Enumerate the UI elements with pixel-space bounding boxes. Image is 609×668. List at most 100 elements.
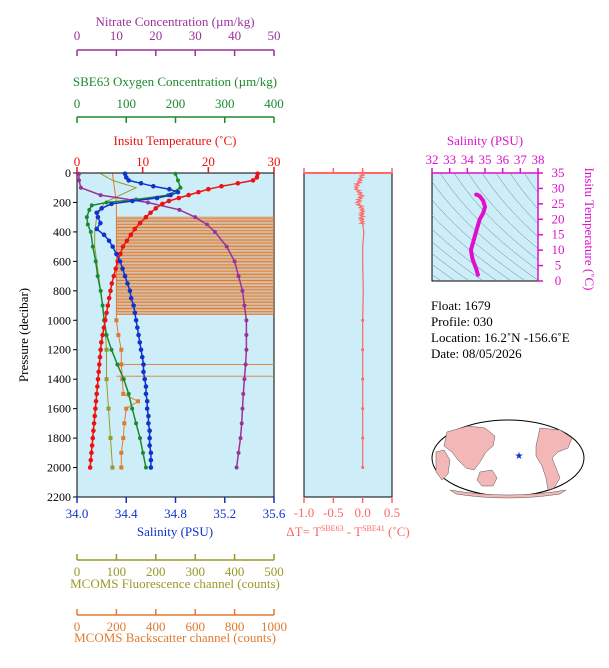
temperature-point <box>93 398 99 404</box>
temperature-point <box>196 189 201 195</box>
salinity-point <box>114 251 119 257</box>
salinity-point <box>98 220 103 226</box>
ts-salinity-tick-label: 37 <box>514 152 528 167</box>
pressure-tick-label: 2000 <box>47 461 71 475</box>
ts-plot-area <box>431 172 539 282</box>
ts-density-contour <box>495 173 538 224</box>
fluorescence-line <box>94 173 138 468</box>
ts-temp-tick-label: 25 <box>552 196 565 211</box>
temperature-point <box>118 251 123 257</box>
oxygen-point <box>173 171 178 176</box>
salinity-axis-label: Salinity (PSU) <box>137 524 213 539</box>
oxygen-point <box>100 303 105 308</box>
fluorescence-tick-label: 0 <box>74 564 81 579</box>
nitrate-point <box>145 200 150 205</box>
float-location: Location: 16.2˚N -156.6˚E <box>431 330 570 345</box>
temperature-point <box>98 340 104 345</box>
temperature-point <box>128 232 134 238</box>
salinity-point <box>109 201 114 207</box>
temperature-point <box>100 332 105 338</box>
salinity-point <box>146 413 151 419</box>
oxygen-tick-label: 400 <box>264 96 284 111</box>
fluorescence-tick-label: 300 <box>185 564 205 579</box>
temperature-tick-label: 20 <box>202 154 215 169</box>
temperature-point <box>120 244 126 249</box>
fluorescence-tick-label: 400 <box>225 564 245 579</box>
salinity-point <box>126 178 132 183</box>
float-location-marker: ★ <box>515 451 524 462</box>
fluorescence-point <box>108 436 113 441</box>
ts-temp-tick-label: 15 <box>552 227 565 242</box>
float-id: Float: 1679 <box>431 298 491 313</box>
salinity-point <box>141 369 146 375</box>
oxygen-point <box>115 362 120 367</box>
pressure-tick-label: 600 <box>53 254 71 268</box>
nitrate-point <box>224 244 229 249</box>
salinity-point <box>135 325 140 330</box>
salinity-point <box>131 303 136 308</box>
temperature-point <box>250 178 256 183</box>
temperature-point <box>206 186 211 192</box>
delta-point <box>361 407 365 411</box>
oxygen-point <box>121 377 126 382</box>
delta-plot-marks <box>352 173 367 470</box>
temperature-point <box>113 266 119 272</box>
temperature-point <box>132 226 138 232</box>
salinity-point <box>110 244 116 249</box>
nitrate-tick-label: 20 <box>149 28 162 43</box>
fluorescence-tick-label: 500 <box>264 564 284 579</box>
salinity-point <box>101 232 107 238</box>
salinity-point <box>142 376 148 382</box>
main-plot-marks <box>76 171 274 470</box>
nitrate-tick-label: 0 <box>74 28 81 43</box>
backscatter-point <box>116 333 121 337</box>
oxygen-point <box>104 333 109 337</box>
backscatter-point <box>119 450 124 455</box>
salinity-point <box>138 181 144 186</box>
nitrate-point <box>242 377 247 382</box>
fluorescence-point <box>104 377 109 382</box>
nitrate-point <box>78 185 83 190</box>
temperature-tick-label: 30 <box>268 154 281 169</box>
fluorescence-point <box>110 465 115 470</box>
nitrate-axis-label: Nitrate Concentration (µm/kg) <box>95 14 254 29</box>
delta-label-unit: (˚C) <box>385 524 410 539</box>
pressure-tick-label: 800 <box>53 284 71 298</box>
delta-tick-label: -0.5 <box>323 505 344 520</box>
oxygen-point <box>175 178 180 183</box>
pressure-tick-label: 1800 <box>47 431 71 445</box>
temperature-point <box>101 325 107 330</box>
salinity-point <box>148 465 154 470</box>
oxygen-point <box>178 185 183 190</box>
backscatter-axis-label: MCOMS Backscatter channel (counts) <box>74 630 276 645</box>
salinity-point <box>139 354 145 360</box>
oxygen-point <box>84 215 89 220</box>
fluorescence-tick-label: 200 <box>146 564 166 579</box>
salinity-point <box>136 332 141 338</box>
oxygen-point <box>90 244 95 249</box>
oxygen-point <box>143 465 148 470</box>
backscatter-point <box>136 399 141 404</box>
nitrate-point <box>241 391 246 396</box>
temperature-point <box>91 428 96 434</box>
salinity-point <box>133 317 139 323</box>
backscatter-tick-label: 0 <box>74 619 81 634</box>
backscatter-point <box>121 391 126 396</box>
backscatter-point <box>119 347 124 352</box>
temperature-point <box>90 435 96 441</box>
ts-temp-tick-label: 10 <box>552 242 565 257</box>
ts-salinity-tick-label: 36 <box>496 152 510 167</box>
salinity-tick-label: 34.0 <box>66 506 89 521</box>
salinity-point <box>99 206 104 211</box>
nitrate-point <box>242 303 247 308</box>
salinity-point <box>146 421 151 426</box>
salinity-point <box>144 406 150 411</box>
ts-density-contour <box>439 173 538 271</box>
backscatter-point <box>121 436 126 441</box>
delta-point <box>361 318 365 322</box>
nitrate-tick-label: 40 <box>228 28 241 43</box>
pressure-tick-label: 2200 <box>47 490 71 504</box>
temperature-point <box>219 183 224 189</box>
delta-label-sup1: SBE63 <box>321 524 344 533</box>
